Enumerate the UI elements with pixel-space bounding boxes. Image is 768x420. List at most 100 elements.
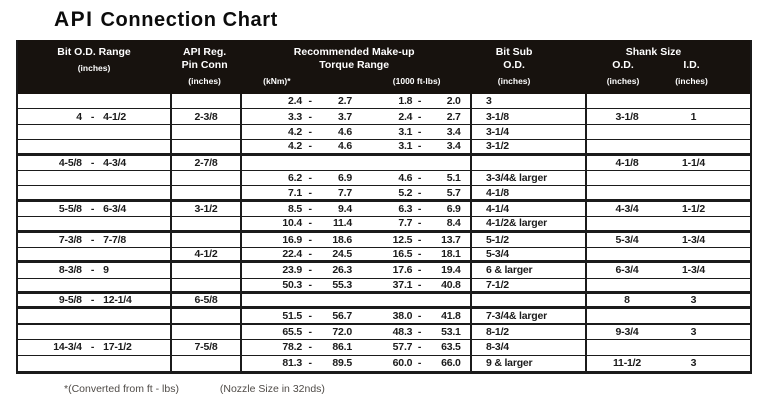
pin-conn-cell xyxy=(172,140,242,153)
torque-ftlbs-cell: 12.5- 13.7 xyxy=(367,232,472,247)
shank-od-cell xyxy=(587,94,667,108)
torque-ftlbs-cell-min: 3.1 xyxy=(398,140,413,153)
bit-sub-od-cell: 4-1/8 xyxy=(472,186,587,199)
torque-ftlbs-cell-max: 5.7 xyxy=(446,186,461,199)
torque-knm-cell-sep: - xyxy=(308,341,312,354)
shank-id-cell: 3 xyxy=(690,294,697,307)
header-bit-sub-line1: Bit Sub xyxy=(495,46,533,58)
torque-knm-cell-sep: - xyxy=(308,278,312,291)
torque-ftlbs-cell-min: 12.5 xyxy=(392,233,413,246)
table-row: 8-3/8-9 23.9-26.3 17.6-19.4 6 & larger 6-3/4… xyxy=(18,263,750,279)
bit-sub-od-cell xyxy=(472,155,587,170)
header-pin-conn: API Reg. Pin Conn (inches) xyxy=(170,40,239,94)
torque-knm-cell-sep: - xyxy=(308,357,312,370)
shank-id-cell: 3 xyxy=(690,326,697,339)
shank-od-cell xyxy=(587,171,667,185)
bit-sub-od-cell: 3 xyxy=(472,94,587,109)
torque-ftlbs-cell-sep: - xyxy=(417,186,422,199)
torque-ftlbs-cell-min: 57.7 xyxy=(392,341,413,354)
torque-ftlbs-cell-max: 3.4 xyxy=(446,140,461,153)
torque-ftlbs-cell-sep: - xyxy=(417,310,422,323)
shank-id-cell: 1-3/4 xyxy=(682,264,705,277)
shank-id-cell xyxy=(667,248,750,260)
torque-ftlbs-cell-max: 2.0 xyxy=(446,95,461,108)
shank-od-cell xyxy=(587,217,667,229)
pin-conn-cell: 4-1/2 xyxy=(172,247,242,261)
table-row: 51.5-56.7 38.0-41.8 7-3/4& larger xyxy=(18,309,750,325)
bit-od-range-cell xyxy=(18,355,172,372)
bit-sub-od-cell: 7-3/4& larger xyxy=(472,309,587,323)
shank-id-cell xyxy=(667,140,750,152)
header-torque-units: (kNm)* (1000 ft-lbs) xyxy=(239,75,469,88)
torque-knm-cell-sep: - xyxy=(308,326,312,339)
header-pin-line2: Pin Conn xyxy=(181,59,228,71)
torque-ftlbs-cell-max: 6.9 xyxy=(446,202,461,215)
torque-knm-cell-max: 4.6 xyxy=(338,140,352,153)
shank-od-cell xyxy=(587,340,667,354)
torque-knm-cell xyxy=(242,294,367,306)
bit-od-range-cell xyxy=(18,278,172,292)
torque-knm-cell-min: 4.2 xyxy=(288,125,302,138)
title-api: API xyxy=(54,8,94,31)
header-shank-id-unit: (inches) xyxy=(675,76,708,86)
bit-od-range-cell-max: 6-3/4 xyxy=(103,202,127,215)
torque-ftlbs-cell: 4.6- 5.1 xyxy=(367,170,472,186)
torque-knm-cell-sep: - xyxy=(308,140,312,153)
shank-od-cell xyxy=(587,125,667,139)
shank-id-cell xyxy=(667,125,750,139)
bit-sub-od-cell: 7-1/2 xyxy=(472,278,587,292)
torque-knm-cell-sep: - xyxy=(308,217,312,230)
header-shank-id: I.D. xyxy=(683,59,700,71)
torque-ftlbs-cell xyxy=(367,155,472,170)
bit-od-range-cell-max: 4-3/4 xyxy=(103,156,127,169)
torque-ftlbs-cell-sep: - xyxy=(417,357,422,370)
table-row: 4.2- 4.6 3.1-3.4 3-1/2 xyxy=(18,140,750,156)
torque-knm-cell-min: 7.1 xyxy=(288,186,302,199)
pin-conn-cell xyxy=(172,217,242,230)
header-bit-od-range: Bit O.D. Range (inches) xyxy=(18,40,170,94)
bit-od-range-cell-sep: - xyxy=(90,341,95,354)
torque-knm-cell-min: 4.2 xyxy=(288,140,302,153)
bit-od-range-cell-sep: - xyxy=(90,233,95,246)
torque-knm-cell-max: 4.6 xyxy=(338,125,352,138)
shank-od-cell: 6-3/4 xyxy=(615,264,639,277)
torque-ftlbs-cell xyxy=(367,294,472,307)
torque-knm-cell-max: 3.7 xyxy=(338,110,352,123)
torque-knm-cell: 2.4- 2.7 xyxy=(242,94,367,108)
pin-conn-cell: 7-5/8 xyxy=(172,340,242,355)
bit-od-range-cell: 4-5/8-4-3/4 xyxy=(18,155,172,170)
bit-od-range-cell-min: 9-5/8 xyxy=(58,294,82,307)
torque-knm-cell-min: 51.5 xyxy=(282,310,302,323)
torque-knm-cell-min: 78.2 xyxy=(282,341,302,354)
bit-od-range-cell xyxy=(18,140,172,153)
bit-od-range-cell xyxy=(18,170,172,186)
footnotes: *(Converted from ft - lbs) (Nozzle Size … xyxy=(64,383,325,395)
table-row: 7-3/8-7-7/8 16.9-18.6 12.5-13.7 5-1/2 5-3/4 1… xyxy=(18,232,750,248)
torque-ftlbs-cell: 5.2- 5.7 xyxy=(367,186,472,199)
torque-knm-cell: 22.4- 24.5 xyxy=(242,248,367,260)
table-row: 9-5/8-12-1/4 6-5/8 8 3 xyxy=(18,294,750,310)
torque-knm-cell-min: 6.2 xyxy=(288,172,302,185)
torque-ftlbs-cell: 3.1- 3.4 xyxy=(367,140,472,153)
torque-knm-cell-max: 26.3 xyxy=(332,264,352,277)
torque-ftlbs-cell-max: 53.1 xyxy=(441,326,461,339)
header-shank-units: (inches) (inches) xyxy=(583,75,750,88)
bit-sub-od-cell: 5-1/2 xyxy=(472,232,587,247)
shank-id-cell: 1 xyxy=(690,110,697,123)
torque-ftlbs-cell: 6.3- 6.9 xyxy=(367,201,472,217)
api-connection-table: Bit O.D. Range (inches) API Reg. Pin Con… xyxy=(16,40,752,375)
torque-knm-cell-max: 86.1 xyxy=(332,341,352,354)
torque-knm-cell-max: 72.0 xyxy=(332,326,352,339)
bit-sub-od-cell: 3-1/2 xyxy=(472,140,587,153)
pin-conn-cell: 6-5/8 xyxy=(172,294,242,307)
pin-conn-cell xyxy=(172,170,242,186)
bit-od-range-cell-sep: - xyxy=(90,202,95,215)
shank-id-cell xyxy=(667,340,750,354)
torque-knm-cell: 16.9- 18.6 xyxy=(242,233,367,247)
torque-knm-cell-max: 55.3 xyxy=(332,278,352,291)
shank-id-cell: 3 xyxy=(690,357,697,370)
page-title: API Connection Chart xyxy=(54,8,278,32)
shank-od-cell: 5-3/4 xyxy=(615,233,639,246)
pin-conn-cell xyxy=(172,263,242,278)
bit-od-range-cell-max: 9 xyxy=(103,264,109,277)
